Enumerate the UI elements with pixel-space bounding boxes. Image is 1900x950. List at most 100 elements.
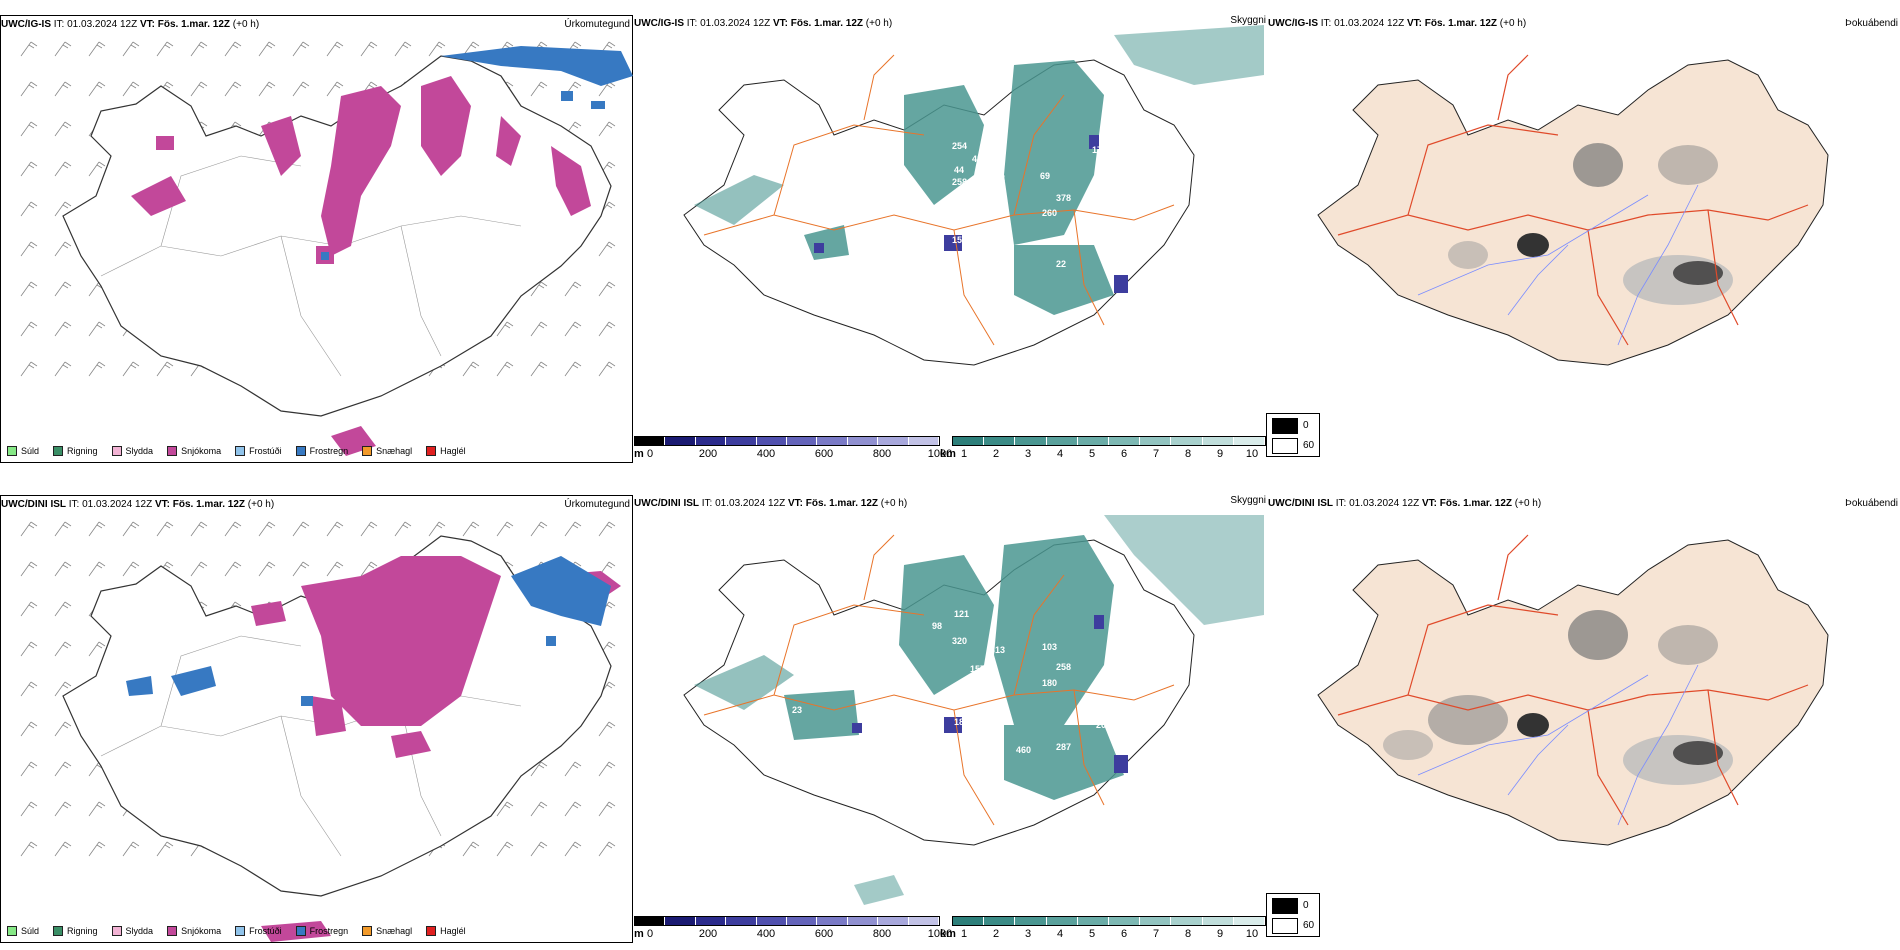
wind-barb <box>224 561 242 577</box>
wind-barb <box>20 361 38 377</box>
low-visibility-areas <box>694 515 1264 905</box>
legend-item: Haglél <box>426 926 466 936</box>
precip-legend: Súld Rigning Slydda Snjókoma Frostúði Fr… <box>7 446 466 456</box>
wind-barb <box>462 841 480 857</box>
wind-barb <box>530 281 548 297</box>
ceiling-label: 185 <box>954 717 969 727</box>
wind-barb <box>462 521 480 537</box>
precip-legend: Súld Rigning Slydda Snjókoma Frostúði Fr… <box>7 926 466 936</box>
precip-type-panel-row2: UWC/DINI ISL IT: 01.03.2024 12Z VT: Fös.… <box>0 495 633 943</box>
wind-barb <box>54 801 72 817</box>
wind-barb <box>54 361 72 377</box>
legend-item: Súld <box>7 926 39 936</box>
ceiling-label: 20 <box>892 240 902 250</box>
wind-barb <box>462 361 480 377</box>
ceiling-label: 427 <box>972 154 987 164</box>
wind-barb <box>598 721 616 737</box>
wind-barb <box>54 241 72 257</box>
legend-swatch <box>235 446 246 456</box>
legend-item: Snæhagl <box>362 446 412 456</box>
ceiling-label: 460 <box>1016 745 1031 755</box>
wind-barb <box>598 281 616 297</box>
wind-barb <box>530 841 548 857</box>
rivers <box>1417 184 1699 346</box>
ceiling-label: 703 <box>994 252 1009 262</box>
roads <box>100 155 522 377</box>
wind-barb <box>564 281 582 297</box>
iceland-land <box>1317 59 1829 366</box>
wind-barb <box>54 841 72 857</box>
wind-barb <box>54 601 72 617</box>
wind-barb <box>190 41 208 57</box>
legend-swatch <box>295 926 306 936</box>
legend-swatch <box>362 446 373 456</box>
legend-item: Slydda <box>111 926 153 936</box>
wind-barb <box>122 841 140 857</box>
wind-barb <box>20 81 38 97</box>
panel-title: Skyggni <box>1230 15 1266 26</box>
ceiling-label: 22 <box>1056 259 1066 269</box>
panel-header: UWC/IG-IS IT: 01.03.2024 12Z VT: Fös. 1.… <box>634 18 893 29</box>
low-ceiling-areas <box>814 135 1128 293</box>
ceiling-label: 121 <box>954 609 969 619</box>
legend-swatch <box>53 926 64 936</box>
wind-barb <box>224 41 242 57</box>
wind-barb <box>496 841 514 857</box>
wind-barb <box>54 641 72 657</box>
fog-indicator-panel-row1: UWC/IG-IS IT: 01.03.2024 12Z VT: Fös. 1.… <box>1268 15 1900 463</box>
ceiling-label: 44 <box>954 165 964 175</box>
ceiling-label: 320 <box>952 636 967 646</box>
wind-barb <box>394 521 412 537</box>
fog-areas <box>1448 143 1733 305</box>
wind-barb <box>20 561 38 577</box>
freezing-rain-areas <box>126 556 611 706</box>
panel-title: Skyggni <box>1230 495 1266 506</box>
wind-barb <box>360 41 378 57</box>
legend-item: Slydda <box>111 446 153 456</box>
fog-swatch <box>1272 898 1298 914</box>
wind-barb <box>20 41 38 57</box>
wind-barb <box>20 841 38 857</box>
wind-barb <box>54 521 72 537</box>
ceiling-label: 23 <box>792 705 802 715</box>
ceiling-label: 260 <box>1042 208 1057 218</box>
ceiling-colorbar <box>634 436 940 446</box>
wind-barb <box>20 641 38 657</box>
wind-barb <box>496 321 514 337</box>
wind-barb <box>54 681 72 697</box>
ceiling-label: 412 <box>990 173 1005 183</box>
wind-barb <box>598 321 616 337</box>
ceiling-label: 378 <box>1056 193 1071 203</box>
wind-barb <box>224 521 242 537</box>
ceiling-label: 254 <box>952 141 967 151</box>
wind-barb <box>598 241 616 257</box>
wind-barb <box>54 121 72 137</box>
ceiling-label: 141 <box>1114 742 1129 752</box>
panel-header: UWC/DINI ISL IT: 01.03.2024 12Z VT: Fös.… <box>634 498 908 509</box>
panel-title: Þokuábendi <box>1845 498 1898 509</box>
precip-map-row1 <box>20 41 633 456</box>
visibility-map-row2: 121 98 320 313 103 157 258 180 23 18 185… <box>683 515 1264 905</box>
wind-barb <box>156 361 174 377</box>
ceiling-label: 54 <box>1114 167 1124 177</box>
rivers <box>1417 664 1699 826</box>
legend-item: Haglél <box>426 446 466 456</box>
panel-title: Úrkomutegund <box>564 499 630 510</box>
wind-barb <box>428 521 446 537</box>
panel-header: UWC/IG-IS IT: 01.03.2024 12Z VT: Fös. 1.… <box>1268 18 1527 29</box>
low-visibility-areas <box>694 25 1264 315</box>
legend-item: Snjókoma <box>167 926 221 936</box>
wind-barb <box>20 161 38 177</box>
wind-barb <box>88 641 106 657</box>
wind-barb <box>20 121 38 137</box>
wind-barb <box>122 561 140 577</box>
wind-barb <box>156 41 174 57</box>
roads <box>703 534 1175 826</box>
wind-barb <box>122 41 140 57</box>
visibility-unit: km <box>940 928 956 940</box>
legend-item: Frostregn <box>295 446 348 456</box>
wind-barb <box>428 41 446 57</box>
wind-barb <box>598 841 616 857</box>
wind-barb <box>564 761 582 777</box>
ceiling-label: 313 <box>990 645 1005 655</box>
